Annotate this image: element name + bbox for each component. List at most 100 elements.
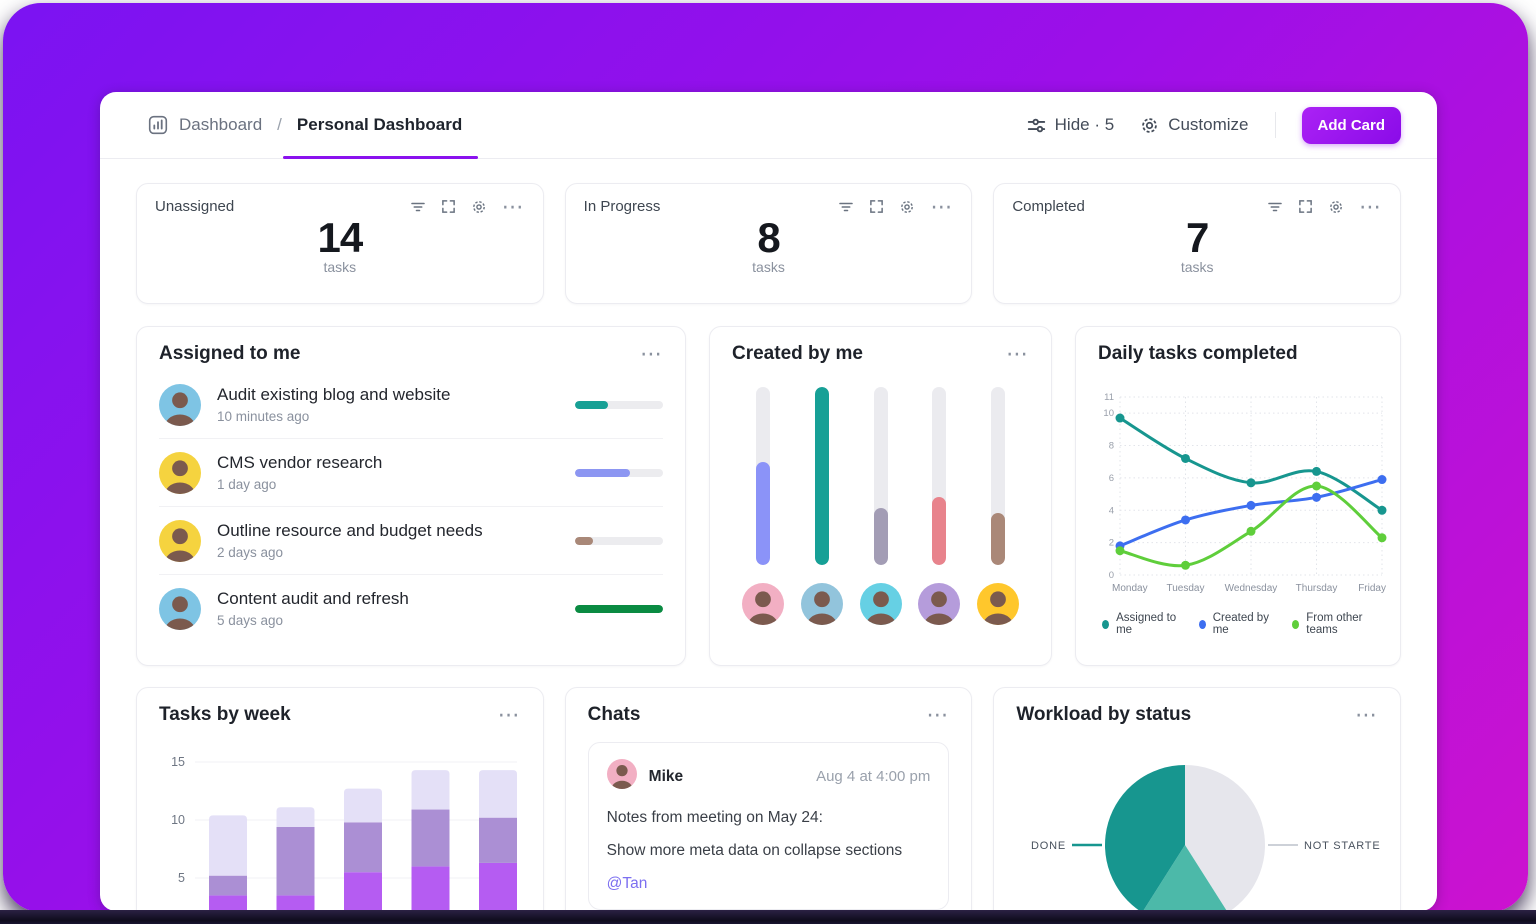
card-title: Assigned to me (159, 343, 301, 364)
add-card-button[interactable]: Add Card (1301, 106, 1401, 144)
avatar (859, 583, 902, 625)
tasks-by-week-card: Tasks by week ⋯ 5 10 15 (136, 687, 544, 911)
task-title: Audit existing blog and website (217, 385, 451, 404)
card-head: Assigned to me ⋯ (159, 343, 663, 365)
stat-card: Completed ⋯ 7 tasks (993, 183, 1401, 304)
breadcrumb-current[interactable]: Personal Dashboard (282, 92, 479, 159)
filter-icon[interactable] (410, 199, 426, 215)
card-title: Chats (587, 704, 641, 725)
chat-text-line: Show more meta data on collapse sections (606, 842, 903, 859)
vertical-bar-track (873, 387, 888, 565)
card-head: Tasks by week ⋯ (159, 704, 521, 726)
card-title: Tasks by week (159, 704, 291, 725)
ellipsis-icon[interactable]: ⋯ (1358, 193, 1382, 219)
dashboard-content: Unassigned ⋯ 14 tasks In Progress ⋯ 8 ta… (100, 159, 1437, 911)
ellipsis-icon[interactable]: ⋯ (926, 702, 950, 728)
stat-card-head: Completed ⋯ (1012, 193, 1382, 219)
task-time: 2 days ago (217, 545, 284, 560)
svg-text:Tuesday: Tuesday (1167, 583, 1205, 594)
ellipsis-icon[interactable]: ⋯ (640, 341, 663, 367)
stat-title: Unassigned (155, 198, 235, 215)
legend-dot (1198, 619, 1206, 629)
avatar (159, 519, 201, 562)
task-title: Outline resource and budget needs (217, 521, 483, 540)
line-chart-legend: Assigned to me Created by me From other te… (1098, 612, 1378, 636)
created-by-me-card: Created by me ⋯ (709, 326, 1052, 666)
tasks-by-week-bar-chart: 5 10 15 (171, 755, 517, 911)
created-bar-column (859, 387, 902, 625)
svg-text:15: 15 (171, 755, 185, 769)
dashboard-window: Dashboard / Personal Dashboard Hide · 5 … (100, 92, 1437, 911)
stat-value: 7 (1185, 214, 1209, 261)
stat-card-icons: ⋯ (410, 193, 525, 219)
chat-message-header: Mike Aug 4 at 4:00 pm (606, 759, 931, 794)
legend-dot (1292, 619, 1300, 629)
workload-pie-chart: DONE NOT STARTED (1031, 765, 1389, 911)
task-time: 5 days ago (217, 613, 284, 628)
avatar (977, 583, 1019, 625)
legend-label: Created by me (1212, 612, 1269, 636)
task-info: Audit existing blog and website 10 minut… (217, 385, 559, 424)
chat-message[interactable]: Mike Aug 4 at 4:00 pm Notes from meeting… (587, 742, 950, 910)
svg-text:11: 11 (1104, 392, 1114, 403)
stat-unit: tasks (323, 259, 357, 276)
filter-icon[interactable] (838, 199, 854, 215)
stat-title: Completed (1012, 198, 1085, 215)
task-time: 1 day ago (217, 477, 277, 492)
task-row[interactable]: Outline resource and budget needs 2 days… (159, 507, 663, 575)
ellipsis-icon[interactable]: ⋯ (1006, 341, 1029, 367)
chat-avatar-slot (606, 759, 637, 794)
dashboard-icon (148, 115, 168, 135)
legend-label: From other teams (1306, 612, 1363, 636)
hide-button[interactable]: Hide · 5 (1027, 115, 1114, 135)
legend-item: Created by me (1198, 612, 1273, 636)
chat-mention-link[interactable]: @Tan (606, 875, 648, 892)
stat-value: 8 (757, 214, 780, 261)
expand-icon[interactable] (1298, 199, 1313, 214)
task-info: Content audit and refresh 5 days ago (217, 589, 559, 628)
expand-icon[interactable] (869, 199, 884, 214)
stat-card-head: In Progress ⋯ (584, 193, 954, 219)
card-title: Workload by status (1016, 704, 1192, 725)
gear-icon[interactable] (471, 199, 487, 215)
card-title: Created by me (732, 343, 863, 364)
stat-unit: tasks (1180, 259, 1214, 276)
task-row[interactable]: CMS vendor research 1 day ago (159, 439, 663, 507)
task-progress-bar (575, 536, 663, 545)
vertical-bar-track (756, 387, 770, 565)
task-progress-bar (575, 468, 663, 477)
ellipsis-icon[interactable]: ⋯ (501, 193, 525, 219)
daily-tasks-completed-card: Daily tasks completed 0 2 4 6 8 10 11 Monday Tue… (1075, 326, 1401, 666)
vertical-bar-track (814, 387, 829, 565)
svg-text:Wednesday: Wednesday (1225, 583, 1278, 594)
stat-card-head: Unassigned ⋯ (155, 193, 525, 219)
svg-text:4: 4 (1109, 505, 1114, 516)
gear-icon (1142, 117, 1157, 133)
filter-icon[interactable] (1267, 199, 1283, 215)
svg-text:6: 6 (1109, 473, 1114, 484)
legend-label: Assigned to me (1116, 612, 1177, 636)
ellipsis-icon[interactable]: ⋯ (1354, 702, 1378, 728)
task-row[interactable]: Audit existing blog and website 10 minut… (159, 371, 663, 439)
header-actions: Hide · 5 Customize Add Card (1027, 106, 1401, 144)
breadcrumb-separator: / (277, 115, 282, 134)
assigned-to-me-card: Assigned to me ⋯ Audit existing blog and… (136, 326, 686, 666)
gear-icon[interactable] (1328, 199, 1344, 215)
customize-button[interactable]: Customize (1140, 115, 1249, 135)
card-head: Created by me ⋯ (732, 343, 1029, 365)
sliders-icon (1027, 118, 1045, 132)
svg-text:0: 0 (1109, 570, 1114, 581)
gear-icon[interactable] (899, 199, 915, 215)
breadcrumb-root[interactable]: Dashboard (179, 115, 263, 134)
task-row[interactable]: Content audit and refresh 5 days ago (159, 575, 663, 642)
workload-by-status-card: Workload by status ⋯ DONE NOT STARTED (993, 687, 1401, 911)
svg-text:2: 2 (1109, 538, 1114, 549)
ellipsis-icon[interactable]: ⋯ (497, 702, 521, 728)
chat-text-line: Notes from meeting on May 24: (606, 809, 823, 826)
ellipsis-icon[interactable]: ⋯ (930, 193, 954, 219)
expand-icon[interactable] (441, 199, 456, 214)
assigned-task-list: Audit existing blog and website 10 minut… (159, 371, 663, 642)
stat-value: 14 (317, 214, 363, 261)
customize-label: Customize (1168, 115, 1249, 134)
chat-timestamp: Aug 4 at 4:00 pm (816, 768, 931, 785)
